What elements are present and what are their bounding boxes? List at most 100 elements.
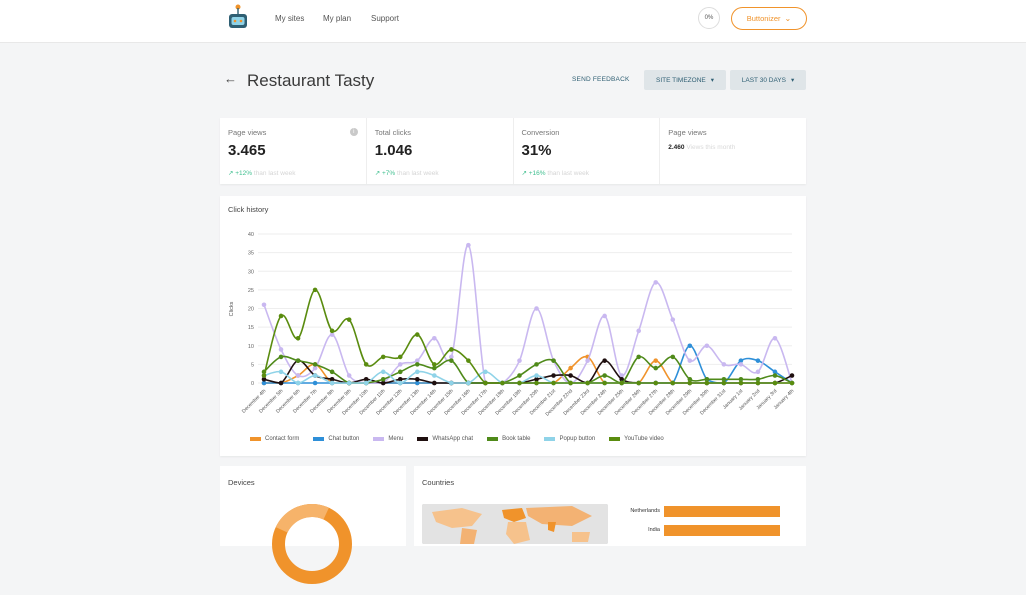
trend-up-icon: ↗ xyxy=(521,170,527,177)
legend-item[interactable]: YouTube video xyxy=(609,436,664,442)
data-point xyxy=(397,362,403,367)
data-point xyxy=(312,373,318,378)
stat-value: 3.465 xyxy=(228,142,266,159)
data-point xyxy=(500,380,505,386)
legend-item[interactable]: Book table xyxy=(487,436,530,442)
data-point xyxy=(636,328,642,334)
legend-swatch xyxy=(609,437,621,441)
data-point xyxy=(534,306,539,311)
stats-row: Page views i 3.465 ↗ +12% than last week… xyxy=(220,118,806,184)
world-map[interactable] xyxy=(422,504,608,544)
legend-item[interactable]: Menu xyxy=(373,436,403,442)
send-feedback-link[interactable]: SEND FEEDBACK xyxy=(572,76,630,83)
info-icon[interactable]: i xyxy=(349,128,358,136)
y-tick-label: 30 xyxy=(248,269,254,275)
data-point xyxy=(363,362,369,367)
legend-label: Popup button xyxy=(559,436,596,442)
data-point xyxy=(755,369,761,375)
data-point xyxy=(380,354,386,360)
data-point xyxy=(602,313,607,319)
legend-label: YouTube video xyxy=(624,436,664,442)
data-point xyxy=(670,380,676,386)
buttonizer-logo[interactable] xyxy=(226,4,250,36)
data-point xyxy=(432,362,437,367)
data-point xyxy=(414,362,420,367)
y-tick-label: 0 xyxy=(251,381,254,387)
data-point xyxy=(653,380,659,386)
stat-monthly-page-views: Page views 2.460 Views this month xyxy=(660,118,806,184)
data-point xyxy=(602,373,607,378)
stat-value: 31% xyxy=(521,142,552,159)
data-point xyxy=(466,358,471,363)
data-point xyxy=(772,336,778,341)
progress-circle[interactable]: 0% xyxy=(698,7,720,29)
data-point xyxy=(721,376,727,382)
legend-item[interactable]: Chat button xyxy=(313,436,359,442)
date-range-label: LAST 30 DAYS xyxy=(741,76,786,84)
date-range-select[interactable]: LAST 30 DAYS ▾ xyxy=(730,70,806,90)
legend-swatch xyxy=(313,437,325,441)
data-point xyxy=(755,376,761,382)
data-point xyxy=(687,343,693,349)
account-menu-button[interactable]: Buttonizer ⌄ xyxy=(731,7,807,30)
stat-trend: ↗ +16% than last week xyxy=(522,169,652,177)
data-point xyxy=(687,380,693,386)
data-point xyxy=(721,362,727,367)
click-history-card: Click history 0 5 10 15 20 25 30 35 40 Clicks Dece… xyxy=(220,196,806,456)
data-point xyxy=(653,358,659,363)
account-button-label: Buttonizer xyxy=(746,14,781,23)
data-point xyxy=(414,358,420,363)
data-point xyxy=(670,354,676,360)
legend-item[interactable]: WhatsApp chat xyxy=(417,436,473,442)
nav-my-sites[interactable]: My sites xyxy=(275,14,305,23)
legend-item[interactable]: Popup button xyxy=(544,436,595,442)
data-point xyxy=(755,380,761,386)
data-point xyxy=(278,347,284,352)
data-point xyxy=(534,376,539,382)
data-point xyxy=(568,373,573,378)
data-point xyxy=(329,376,335,382)
data-point xyxy=(329,332,335,337)
data-point xyxy=(738,358,744,363)
trend-up-icon: ↗ xyxy=(228,170,234,177)
back-arrow-icon[interactable]: ← xyxy=(224,71,237,86)
data-point xyxy=(466,242,471,248)
data-point xyxy=(721,380,727,386)
countries-card: Countries Netherlands India xyxy=(414,466,806,546)
data-point xyxy=(534,362,539,367)
data-point xyxy=(704,380,710,386)
devices-donut-segment[interactable] xyxy=(260,492,364,595)
data-point xyxy=(772,369,778,375)
y-tick-label: 20 xyxy=(248,307,254,313)
data-point xyxy=(517,380,522,386)
data-point xyxy=(602,358,607,363)
countries-title: Countries xyxy=(422,478,455,487)
data-point xyxy=(551,380,556,386)
country-bar[interactable] xyxy=(664,525,780,536)
data-point xyxy=(261,302,267,308)
site-timezone-select[interactable]: SITE TIMEZONE ▾ xyxy=(644,70,726,90)
data-point xyxy=(483,369,488,375)
data-point xyxy=(278,369,284,375)
y-tick-label: 5 xyxy=(251,362,254,368)
data-point xyxy=(329,380,335,386)
data-point xyxy=(414,376,420,382)
data-point xyxy=(380,376,386,382)
chart-legend: Contact form Chat button Menu WhatsApp chat… xyxy=(250,436,664,442)
data-point xyxy=(755,358,761,363)
nav-support[interactable]: Support xyxy=(371,14,400,23)
legend-label: Book table xyxy=(502,436,531,442)
data-point xyxy=(585,358,590,363)
data-point xyxy=(397,376,403,382)
data-point xyxy=(585,380,590,386)
data-point xyxy=(261,376,267,382)
data-point xyxy=(772,380,778,386)
nav-my-plan[interactable]: My plan xyxy=(323,14,352,23)
data-point xyxy=(346,373,352,378)
data-point xyxy=(449,380,454,386)
legend-swatch xyxy=(250,437,261,441)
country-bar[interactable] xyxy=(664,506,780,517)
legend-item[interactable]: Contact form xyxy=(250,436,299,442)
y-tick-label: 40 xyxy=(248,232,254,238)
